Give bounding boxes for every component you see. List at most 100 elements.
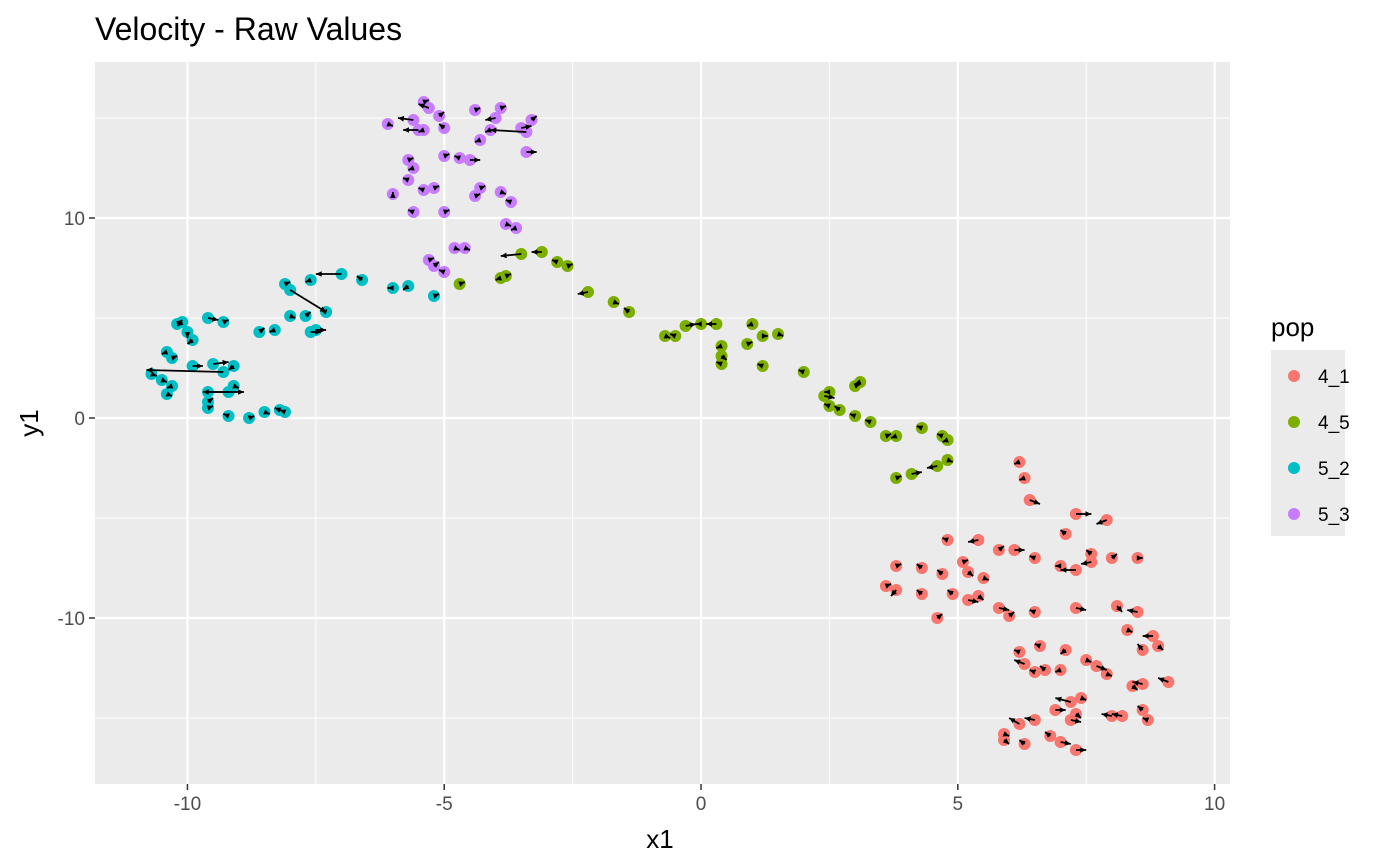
velocity-arrow — [942, 537, 949, 543]
velocity-arrow — [304, 311, 312, 318]
velocity-arrow — [1127, 608, 1138, 614]
velocity-arrow — [283, 281, 291, 287]
velocity-arrow — [961, 559, 969, 565]
velocity-arrow — [865, 419, 872, 425]
legend-label-5_3: 5_3 — [1318, 505, 1350, 526]
velocity-arrow — [505, 199, 513, 205]
velocity-arrow — [1157, 677, 1169, 683]
velocity-arrow — [473, 107, 481, 113]
velocity-arrow — [320, 309, 328, 315]
velocity-arrow — [463, 245, 471, 251]
velocity-arrow — [279, 409, 287, 415]
velocity-arrow — [916, 425, 924, 431]
velocity-arrow — [1125, 627, 1133, 633]
velocity-arrow — [1007, 611, 1015, 618]
velocity-arrow — [1110, 553, 1118, 560]
velocity-arrow — [884, 433, 892, 439]
velocity-arrow — [222, 319, 229, 325]
velocity-arrow — [720, 354, 728, 361]
velocity-arrow — [1142, 633, 1153, 639]
legend-label-5_2: 5_2 — [1318, 459, 1350, 480]
x-tick-label: -10 — [174, 794, 201, 815]
velocity-arrow — [521, 124, 532, 130]
velocity-arrow — [853, 383, 861, 389]
plot-panel — [95, 62, 1230, 784]
velocity-arrow — [432, 185, 440, 191]
velocity-arrow — [982, 575, 989, 581]
legend-items: 4_1 4_5 5_2 5_3 — [1288, 367, 1350, 526]
velocity-arrow — [1034, 643, 1042, 649]
velocity-arrow — [402, 284, 410, 291]
velocity-arrow — [390, 192, 396, 198]
velocity-arrow — [776, 331, 784, 337]
velocity-arrow — [757, 363, 764, 369]
velocity-arrow — [942, 437, 949, 443]
velocity-arrow — [716, 361, 723, 367]
velocity-arrow — [422, 99, 430, 105]
velocity-arrow — [1013, 659, 1025, 665]
velocity-arrow — [1024, 716, 1036, 722]
velocity-arrow — [407, 209, 415, 215]
velocity-arrow — [269, 327, 277, 333]
velocity-arrow — [165, 391, 173, 397]
velocity-arrow — [706, 321, 717, 327]
velocity-arrow — [849, 413, 857, 419]
velocity-arrow — [1029, 499, 1041, 505]
velocity-arrows — [146, 99, 1169, 753]
velocity-arrow — [495, 275, 503, 281]
velocity-arrow — [1014, 547, 1025, 553]
velocity-arrow — [946, 589, 954, 596]
velocity-arrow — [288, 313, 296, 319]
velocity-arrow — [232, 383, 240, 389]
y-axis-title: y1 — [14, 409, 44, 436]
velocity-arrow — [823, 403, 831, 409]
velocity-arrow — [202, 389, 229, 395]
y-tick-label: -10 — [58, 609, 85, 630]
velocity-arrow — [418, 127, 425, 133]
velocity-arrow — [946, 457, 953, 463]
velocity-arrow — [911, 470, 923, 476]
velocity-arrow — [184, 332, 191, 338]
velocity-arrow — [418, 103, 430, 109]
velocity-arrow — [1029, 669, 1037, 675]
velocity-arrow — [274, 407, 282, 413]
legend-label-4_5: 4_5 — [1318, 413, 1350, 434]
velocity-arrow — [1085, 549, 1093, 556]
legend-key-5_2 — [1288, 462, 1300, 474]
velocity-arrow — [936, 613, 943, 620]
legend-key-4_5 — [1288, 416, 1300, 428]
velocity-arrow — [176, 319, 183, 326]
velocity-arrow — [577, 290, 589, 296]
legend-key-4_1 — [1288, 370, 1300, 382]
velocity-arrow — [499, 105, 507, 111]
velocity-arrow — [1055, 707, 1066, 713]
velocity-arrow — [356, 275, 364, 282]
velocity-arrow — [1002, 731, 1010, 737]
velocity-arrow — [453, 245, 460, 251]
velocity-arrow — [458, 281, 466, 287]
velocity-arrow — [890, 433, 898, 439]
y-tick-label: 10 — [64, 209, 85, 230]
velocity-arrow — [1079, 695, 1087, 701]
y-axis-ticks: -10 0 10 — [58, 209, 95, 630]
velocity-arrow — [977, 594, 985, 601]
velocity-arrow — [824, 389, 831, 395]
velocity-arrow — [884, 583, 892, 589]
velocity-arrow — [418, 187, 425, 193]
velocity-arrow — [206, 405, 214, 411]
velocity-arrow — [437, 111, 445, 118]
x-tick-label: 0 — [696, 794, 707, 815]
velocity-arrow — [442, 209, 450, 215]
velocity-arrow — [403, 127, 419, 133]
velocity-arrow — [499, 189, 507, 195]
velocity-arrow — [160, 377, 168, 383]
x-tick-label: -5 — [436, 794, 453, 815]
velocity-arrow — [227, 364, 235, 371]
velocity-arrow — [504, 273, 512, 279]
velocity-arrow — [1156, 644, 1164, 651]
velocity-arrow — [500, 252, 522, 259]
velocity-arrow — [510, 225, 518, 231]
velocity-arrow — [1013, 459, 1021, 465]
legend-label-4_1: 4_1 — [1318, 367, 1350, 388]
velocity-arrow — [146, 367, 224, 373]
